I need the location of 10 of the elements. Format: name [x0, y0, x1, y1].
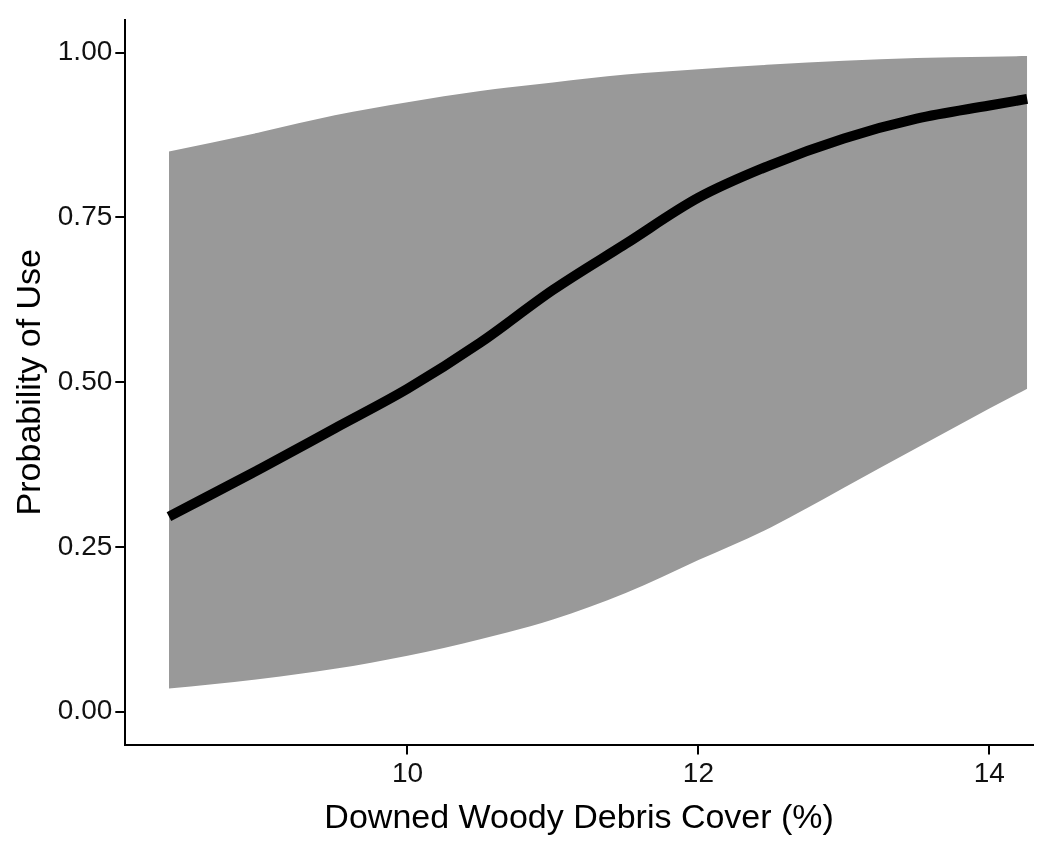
y-tick-label: 0.25 — [57, 529, 113, 561]
y-tick-label: 1.00 — [57, 35, 113, 67]
y-tick-label: 0.75 — [57, 200, 113, 232]
y-tick-label: 0.00 — [57, 694, 113, 726]
y-tick-label: 0.50 — [57, 364, 113, 396]
y-axis-title: Probability of Use — [8, 248, 47, 516]
x-tick-label: 14 — [973, 757, 1005, 789]
x-tick-label: 10 — [391, 757, 424, 789]
x-tick-label: 12 — [682, 757, 715, 789]
x-axis-title: Downed Woody Debris Cover (%) — [324, 796, 834, 835]
